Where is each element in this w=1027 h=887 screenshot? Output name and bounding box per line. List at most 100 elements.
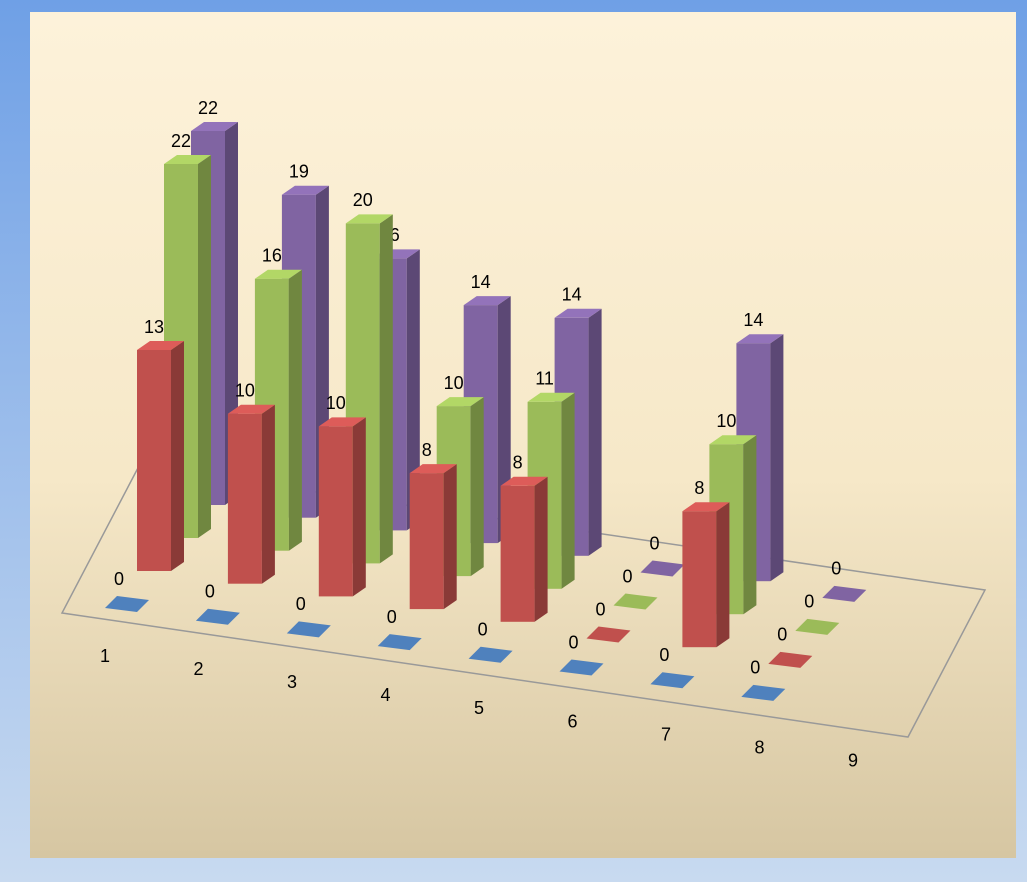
x-tick-label: 2 (193, 659, 203, 679)
x-tick-label: 6 (567, 711, 577, 731)
bar-top (436, 397, 484, 407)
bar-side (352, 417, 366, 597)
data-label: 0 (595, 599, 605, 619)
bar-flat (286, 621, 331, 638)
bar (650, 672, 695, 689)
data-label: 0 (622, 566, 632, 586)
bar (500, 476, 548, 622)
bar-flat (650, 672, 695, 689)
bar (227, 404, 275, 584)
bar-side (743, 435, 757, 615)
bar (586, 626, 631, 643)
bar-side (470, 397, 484, 577)
bar (137, 341, 184, 571)
data-label: 8 (422, 440, 432, 460)
bar-front (227, 413, 262, 584)
data-label: 8 (694, 478, 704, 498)
x-tick-label: 3 (287, 672, 297, 692)
bar-top (527, 392, 575, 402)
data-label: 0 (568, 632, 578, 652)
bar (682, 502, 730, 648)
data-label: 20 (353, 190, 373, 210)
bar (559, 659, 604, 676)
bar-side (588, 308, 602, 556)
bar (640, 560, 685, 577)
bar-flat (795, 618, 840, 635)
bar-flat (768, 651, 813, 668)
bar (613, 593, 658, 610)
data-label: 0 (777, 625, 787, 645)
bar-flat (105, 596, 149, 612)
bar-side (561, 392, 575, 589)
bar-front (137, 350, 171, 571)
bar-side (443, 464, 457, 610)
data-label: 19 (289, 161, 309, 181)
bar-top (554, 308, 602, 318)
bar-side (406, 249, 420, 531)
data-label: 10 (235, 380, 255, 400)
data-label: 22 (198, 98, 218, 118)
bar (768, 651, 813, 668)
x-tick-label: 7 (661, 724, 671, 744)
bar-flat (468, 646, 513, 663)
x-tick-label: 9 (848, 751, 858, 771)
bar-front (409, 473, 444, 610)
bar-top (736, 334, 784, 344)
bar-top (254, 269, 302, 279)
bar-front (682, 511, 717, 648)
bar-top (463, 296, 511, 306)
bar-top (281, 185, 329, 195)
bar-front (500, 485, 535, 622)
bar-top (318, 417, 366, 427)
x-tick-label: 1 (100, 646, 110, 666)
data-label: 8 (513, 453, 523, 473)
data-label: 0 (387, 607, 397, 627)
data-label: 0 (831, 559, 841, 579)
x-tick-label: 4 (380, 685, 390, 705)
bar (377, 634, 422, 651)
bar-side (379, 214, 393, 564)
data-label: 0 (114, 569, 124, 589)
bar-top (709, 435, 757, 445)
bar-side (534, 476, 548, 622)
bar-flat (559, 659, 604, 676)
bar (105, 596, 149, 612)
bar-top (164, 155, 211, 164)
data-label: 0 (296, 594, 306, 614)
bar-side (770, 334, 784, 582)
bar-flat (822, 585, 867, 602)
data-label: 11 (535, 369, 554, 389)
bar-top (137, 341, 184, 350)
data-label: 10 (716, 411, 736, 431)
floor (60, 465, 987, 738)
bar-top (409, 464, 457, 474)
data-label: 13 (144, 317, 164, 337)
data-label: 10 (326, 393, 346, 413)
data-label: 0 (205, 581, 215, 601)
bar-side (716, 502, 730, 648)
bar-side (171, 341, 184, 571)
bar (318, 417, 366, 597)
bar (741, 684, 786, 701)
bar-flat (640, 560, 685, 577)
data-label: 0 (804, 592, 814, 612)
bar (822, 585, 867, 602)
bar-top (345, 214, 393, 224)
data-label: 14 (743, 310, 763, 330)
bar-front (318, 426, 353, 597)
data-label: 0 (750, 658, 760, 678)
data-label: 16 (262, 245, 282, 265)
bar (286, 621, 331, 638)
data-label: 14 (562, 285, 582, 305)
bar-flat (377, 634, 422, 651)
bar-side (261, 404, 275, 584)
bar-side (198, 155, 211, 538)
bar-top (682, 502, 730, 512)
data-label: 10 (444, 373, 464, 393)
data-label: 0 (649, 533, 659, 553)
bar-flat (613, 593, 658, 610)
data-label: 14 (471, 272, 491, 292)
data-label: 0 (478, 620, 488, 640)
bar-flat (195, 608, 240, 625)
